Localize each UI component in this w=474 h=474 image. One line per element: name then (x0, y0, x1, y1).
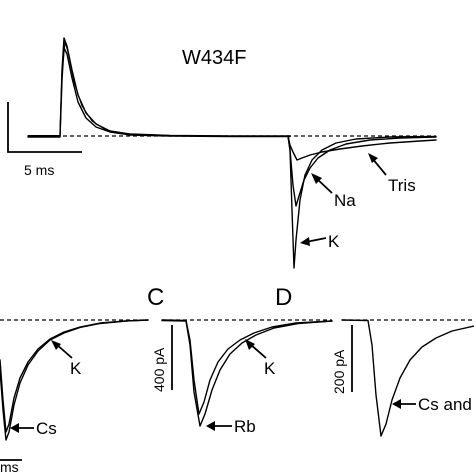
panel-c-letter: C (147, 284, 164, 311)
k-arrow-c (249, 343, 267, 359)
label-cs-b: Cs (36, 419, 57, 438)
panel-d-trace (341, 319, 474, 437)
top-tail-k (287, 135, 437, 269)
panel-d: D 200 pA Cs and (275, 284, 474, 437)
top-panel: W434F 5 ms Tris Na K (7, 37, 437, 269)
panel-c-scale-label: 400 pA (151, 347, 167, 392)
top-time-scale-label: 5 ms (24, 162, 54, 178)
top-trace-3 (28, 41, 290, 137)
csand-arrowhead-d (392, 399, 401, 409)
top-trace-2 (27, 47, 291, 138)
rb-arrowhead-c (206, 421, 215, 431)
na-arrowhead (311, 173, 322, 184)
top-trace-1 (27, 37, 291, 137)
k-arrowhead-top (300, 237, 310, 246)
label-k-b: K (70, 359, 82, 378)
label-na: Na (334, 191, 356, 210)
panel-c: C 400 pA K Rb (147, 284, 333, 436)
panel-b-trace-cs (0, 319, 149, 441)
panel-d-scale-label: 200 pA (331, 349, 347, 394)
label-rb-c: Rb (234, 417, 256, 436)
top-scale-bar (7, 102, 82, 153)
panel-d-letter: D (275, 284, 292, 311)
top-tail-tris (287, 135, 437, 161)
label-k-c: K (264, 359, 276, 378)
top-tail-na (287, 135, 437, 207)
k-arrowhead-b (51, 340, 61, 350)
cs-arrowhead-b (10, 423, 19, 433)
panel-b: K Cs ms (0, 319, 149, 474)
top-panel-title: W434F (182, 47, 246, 69)
panel-c-trace-rb (161, 319, 333, 427)
bottom-left-fragment: ms (0, 459, 19, 474)
tris-arrowhead (368, 153, 378, 163)
k-arrowhead-c (245, 339, 255, 350)
label-k-top: K (328, 232, 340, 251)
label-csand-d: Cs and (418, 395, 472, 414)
label-tris: Tris (388, 176, 416, 195)
